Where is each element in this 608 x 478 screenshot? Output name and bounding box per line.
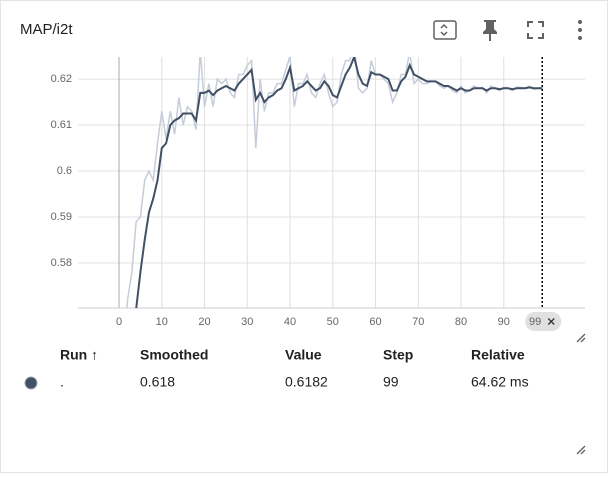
y-tick-label: 0.61	[51, 119, 72, 131]
line-series	[135, 57, 543, 308]
y-tick-label: 0.59	[51, 211, 72, 223]
x-tick-label: 10	[156, 316, 168, 328]
x-tick-label: 70	[412, 316, 424, 328]
x-tick-label: 80	[455, 316, 467, 328]
x-tick-label: 40	[284, 316, 296, 328]
pin-icon[interactable]	[483, 20, 497, 41]
column-header[interactable]: Run ↑	[60, 347, 98, 363]
x-tick-label: 30	[241, 316, 253, 328]
line-series	[126, 57, 543, 308]
x-tick-label: 50	[327, 316, 339, 328]
column-header: Step	[383, 347, 413, 363]
x-tick-label: 90	[498, 316, 510, 328]
column-header: Value	[285, 347, 322, 363]
run-color-dot	[24, 376, 38, 390]
x-tick-label: 0	[116, 316, 122, 328]
resize-icon[interactable]	[576, 333, 586, 343]
more-icon[interactable]	[578, 20, 582, 40]
table-cell: 0.618	[140, 374, 175, 390]
x-tick-label: 60	[369, 316, 381, 328]
resize-icon[interactable]	[576, 445, 586, 455]
table-cell: 64.62 ms	[471, 374, 529, 390]
table-cell: 0.6182	[285, 374, 328, 390]
y-tick-label: 0.6	[57, 165, 72, 177]
y-tick-label: 0.62	[51, 73, 72, 85]
y-tick-label: 0.58	[51, 257, 72, 269]
x-tick-label: 20	[198, 316, 210, 328]
fit-icon[interactable]	[433, 20, 457, 40]
step-chip	[525, 312, 562, 331]
table-cell: .	[60, 374, 64, 390]
data-table: Run ↑ Smoothed Value Step Relative. 0.618 0.61…	[24, 347, 529, 390]
chip-close[interactable]	[547, 318, 555, 325]
column-header: Relative	[471, 347, 525, 363]
card-title: MAP/i2t	[20, 21, 73, 38]
plot: 0.58 0.59 0.6 0.61 0.62 0 10 20 30 40 50 60 70 80 90 99	[51, 57, 585, 331]
step-chip-label: 99	[529, 316, 541, 328]
table-cell: 99	[383, 374, 399, 390]
fullscreen-icon[interactable]	[527, 21, 544, 39]
column-header: Smoothed	[140, 347, 208, 363]
